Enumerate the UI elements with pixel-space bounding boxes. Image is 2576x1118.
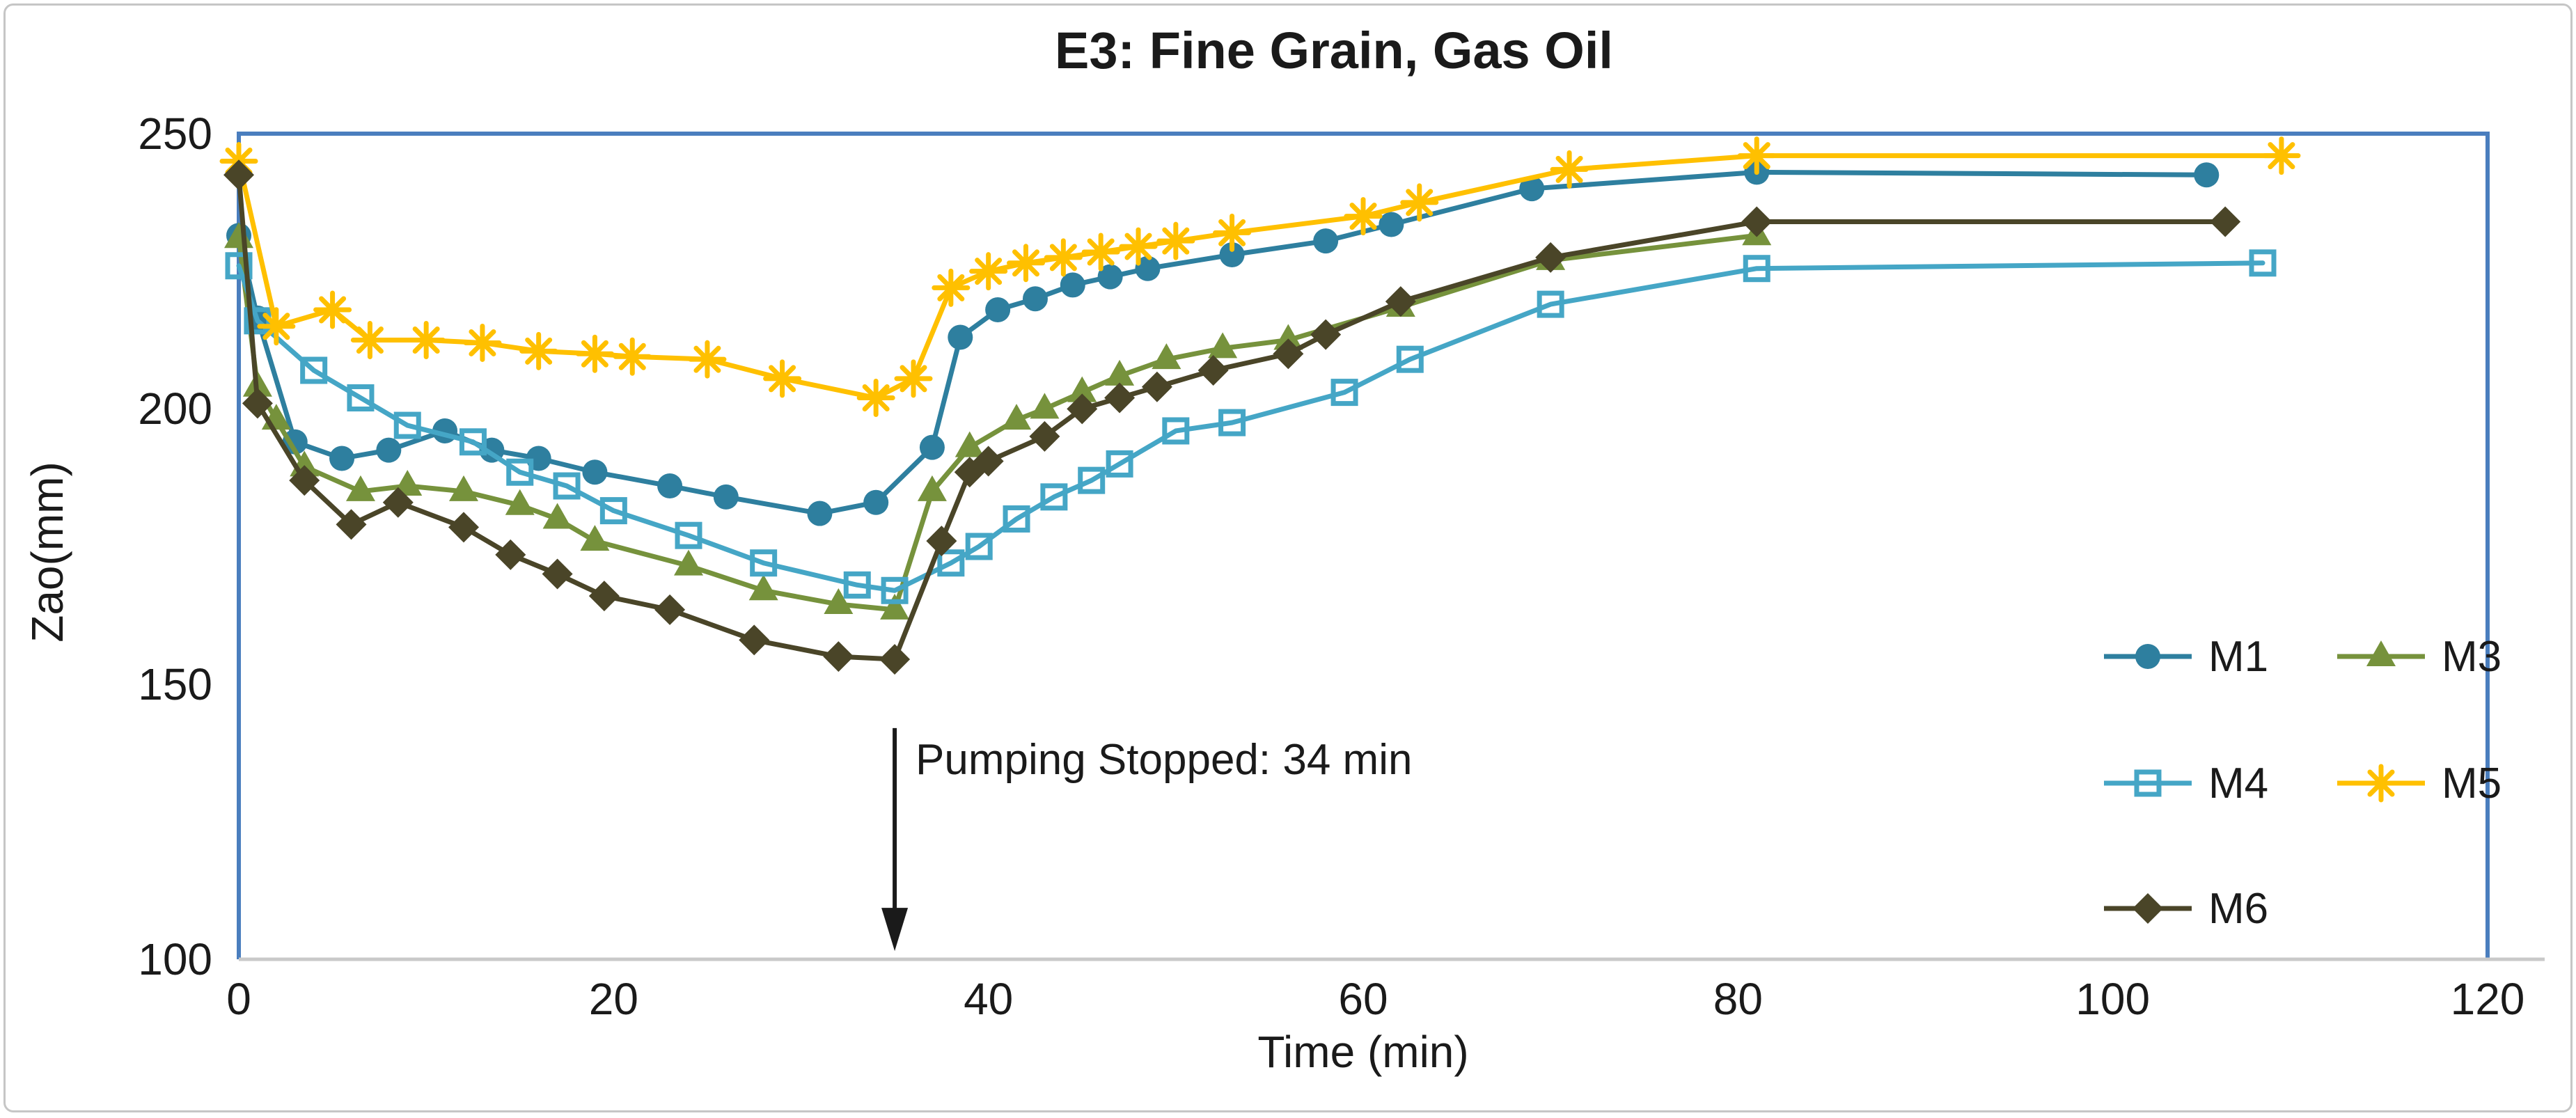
series-markers-M1 bbox=[226, 159, 2220, 526]
y-tick-250: 250 bbox=[138, 109, 212, 159]
series-markers-M5 bbox=[219, 136, 2301, 418]
asterisk-marker-icon bbox=[2337, 764, 2425, 803]
legend-entry-M5: M5 bbox=[2336, 759, 2502, 808]
legend-label-M4: M4 bbox=[2208, 759, 2269, 808]
x-tick-20: 20 bbox=[588, 974, 638, 1024]
series-markers-M6 bbox=[223, 159, 2241, 675]
legend-entry-M4: M4 bbox=[2103, 759, 2268, 808]
x-tick-40: 40 bbox=[964, 974, 1014, 1024]
legend-entry-M1: M1 bbox=[2103, 632, 2268, 681]
y-tick-200: 200 bbox=[138, 384, 212, 434]
triangle-marker-icon bbox=[2337, 640, 2425, 666]
plot-border bbox=[237, 132, 2490, 959]
y-axis-title: Zao(mm) bbox=[22, 462, 72, 643]
chart-title: E3: Fine Grain, Gas Oil bbox=[1055, 22, 1613, 79]
series-line-M4 bbox=[236, 260, 2265, 593]
figure-border bbox=[3, 3, 2573, 1112]
annotation-arrow bbox=[881, 727, 909, 952]
series-line-M3 bbox=[236, 233, 1759, 613]
diamond-marker-icon bbox=[2104, 893, 2192, 924]
x-tick-60: 60 bbox=[1338, 974, 1388, 1024]
legend-entry-M6: M6 bbox=[2103, 884, 2268, 933]
x-axis-title: Time (min) bbox=[1257, 1027, 1469, 1077]
x-tick-100: 100 bbox=[2075, 974, 2151, 1024]
square-open-marker-icon bbox=[2104, 769, 2192, 797]
x-tick-0: 0 bbox=[226, 974, 251, 1024]
x-tick-80: 80 bbox=[1713, 974, 1763, 1024]
legend-label-M1: M1 bbox=[2208, 632, 2269, 681]
legend-label-M3: M3 bbox=[2442, 632, 2502, 681]
y-tick-100: 100 bbox=[138, 934, 212, 984]
legend-label-M5: M5 bbox=[2442, 759, 2502, 808]
series-markers-M4 bbox=[225, 249, 2277, 604]
circle-marker-icon bbox=[2104, 644, 2192, 669]
annotation-text: Pumping Stopped: 34 min bbox=[916, 736, 1413, 784]
legend-label-M6: M6 bbox=[2208, 884, 2269, 933]
legend-entry-M3: M3 bbox=[2336, 632, 2502, 681]
y-tick-150: 150 bbox=[138, 659, 212, 709]
x-tick-120: 120 bbox=[2450, 974, 2525, 1024]
